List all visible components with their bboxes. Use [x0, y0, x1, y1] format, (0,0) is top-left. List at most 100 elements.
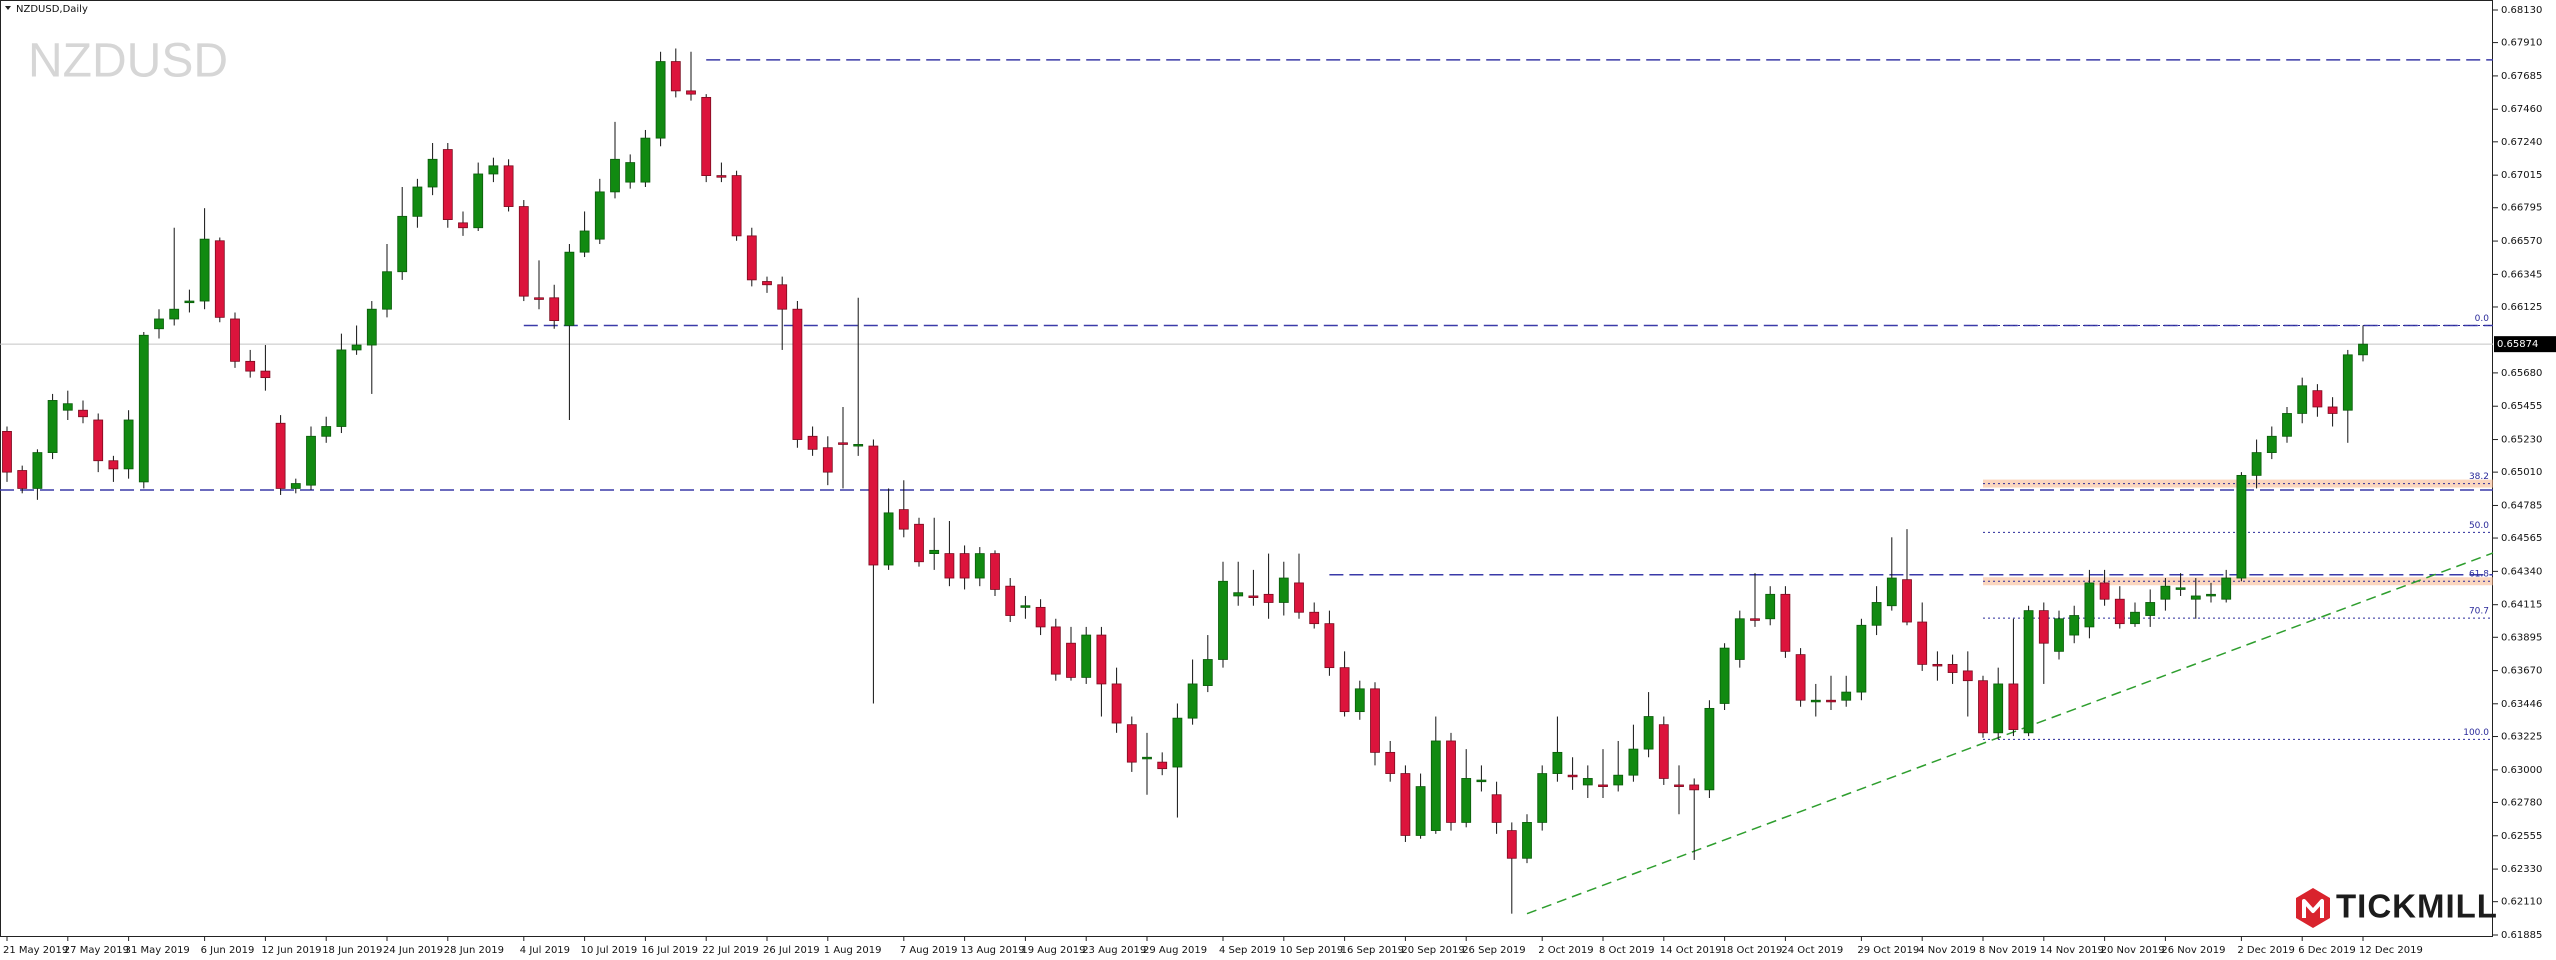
- candle-body: [2342, 354, 2353, 411]
- candle-body: [306, 435, 316, 486]
- candle-body: [716, 175, 727, 178]
- x-tick-label: 29 Aug 2019: [1143, 945, 1207, 956]
- y-tick-label: 0.66570: [2501, 236, 2542, 247]
- candle-body: [1081, 634, 1092, 678]
- x-tick-label: 23 Aug 2019: [1082, 945, 1146, 956]
- candle-body: [2008, 683, 2019, 730]
- y-tick-label: 0.62555: [2501, 831, 2542, 842]
- candle-body: [1294, 582, 1304, 613]
- y-tick-label: 0.62110: [2501, 897, 2542, 908]
- candle-body: [1187, 683, 1198, 719]
- candle-body: [1005, 585, 1016, 616]
- x-tick-label: 10 Sep 2019: [1280, 945, 1343, 956]
- x-tick-label: 8 Oct 2019: [1599, 945, 1654, 956]
- x-tick-label: 28 Jun 2019: [444, 945, 504, 956]
- x-tick-label: 29 Oct 2019: [1857, 945, 1919, 956]
- candle-body: [1871, 602, 1882, 626]
- x-tick-label: 19 Aug 2019: [1021, 945, 1085, 956]
- y-tick-label: 0.63000: [2501, 765, 2542, 776]
- candle-body: [397, 215, 408, 273]
- candle-body: [1218, 580, 1228, 660]
- x-tick-label: 21 May 2019: [3, 945, 68, 956]
- y-tick-label: 0.62780: [2501, 797, 2542, 808]
- y-tick-label: 0.64565: [2501, 533, 2542, 544]
- candle-body: [534, 297, 544, 300]
- candle-body: [1780, 593, 1791, 652]
- x-tick-label: 26 Jul 2019: [763, 945, 820, 956]
- x-tick-label: 12 Dec 2019: [2359, 945, 2423, 956]
- candle-body: [1142, 756, 1152, 760]
- candle-body: [883, 512, 894, 566]
- candle-body: [1506, 830, 1517, 859]
- y-tick-label: 0.61885: [2501, 930, 2542, 941]
- candle-body: [974, 553, 985, 579]
- fib-label: 38.2: [2469, 472, 2489, 482]
- price-marker: [2494, 336, 2556, 353]
- y-tick-label: 0.62330: [2501, 864, 2542, 875]
- candle-body: [579, 230, 590, 253]
- candle-body: [2099, 582, 2110, 600]
- x-tick-label: 24 Jun 2019: [383, 945, 443, 956]
- candle-body: [1689, 784, 1700, 791]
- candle-body: [640, 137, 651, 183]
- x-tick-label: 8 Nov 2019: [1979, 945, 2037, 956]
- y-tick-label: 0.65230: [2501, 435, 2542, 446]
- candle-body: [1096, 634, 1107, 685]
- candle-body: [245, 360, 256, 372]
- candle-body: [1765, 593, 1776, 620]
- candle-body: [1826, 699, 1836, 703]
- x-tick-label: 27 May 2019: [64, 945, 129, 956]
- candle-body: [1582, 778, 1593, 786]
- candle-body: [458, 222, 468, 229]
- candle-body: [2327, 406, 2338, 414]
- candle-body: [154, 318, 164, 330]
- candle-body: [929, 549, 940, 554]
- candle-body: [1035, 606, 1046, 628]
- x-tick-label: 22 Jul 2019: [702, 945, 759, 956]
- candle-body: [1886, 577, 1897, 607]
- candle-body: [1932, 663, 1943, 667]
- x-tick-label: 20 Nov 2019: [2101, 945, 2165, 956]
- candle-body: [2190, 595, 2201, 600]
- candle-body: [807, 435, 818, 450]
- fib-label: 70.7: [2469, 607, 2489, 617]
- candle-body: [2266, 435, 2277, 453]
- y-tick-label: 0.68130: [2501, 5, 2542, 16]
- candle-body: [2282, 413, 2292, 437]
- candle-body: [1491, 794, 1502, 823]
- candle-body: [1354, 688, 1365, 713]
- title-icon: [5, 6, 11, 10]
- candle-body: [1126, 724, 1137, 763]
- candle-body: [2358, 343, 2368, 356]
- candle-body: [1400, 773, 1411, 836]
- candle-body: [275, 422, 286, 489]
- candle-body: [290, 483, 301, 489]
- candle-body: [1537, 773, 1548, 823]
- logo: TICKMILL: [2296, 888, 2498, 928]
- candle-body: [260, 370, 271, 379]
- x-tick-label: 18 Jun 2019: [322, 945, 382, 956]
- candle-body: [230, 318, 240, 362]
- y-tick-label: 0.67685: [2501, 71, 2542, 82]
- logo-icon-mark: [2302, 899, 2324, 918]
- candle-body: [1370, 688, 1380, 753]
- logo-text: TICKMILL: [2336, 888, 2498, 925]
- x-tick-label: 16 Jul 2019: [641, 945, 698, 956]
- candle-body: [1278, 577, 1289, 603]
- candle-body: [1704, 707, 1715, 791]
- y-tick-label: 0.64115: [2501, 600, 2542, 611]
- candle-body: [2054, 618, 2064, 652]
- candle-body: [1993, 683, 2004, 734]
- x-tick-label: 14 Nov 2019: [2040, 945, 2104, 956]
- candle-body: [1947, 663, 1958, 673]
- candle-body: [762, 281, 772, 286]
- candle-body: [2145, 602, 2156, 616]
- candle-body: [701, 96, 712, 176]
- candle-body: [1750, 618, 1760, 621]
- candle-body: [2206, 593, 2216, 597]
- candle-body: [1385, 751, 1396, 774]
- candle-body: [1841, 691, 1852, 701]
- candle-body: [1476, 779, 1487, 783]
- y-tick-label: 0.65010: [2501, 467, 2542, 478]
- candle-body: [138, 334, 149, 483]
